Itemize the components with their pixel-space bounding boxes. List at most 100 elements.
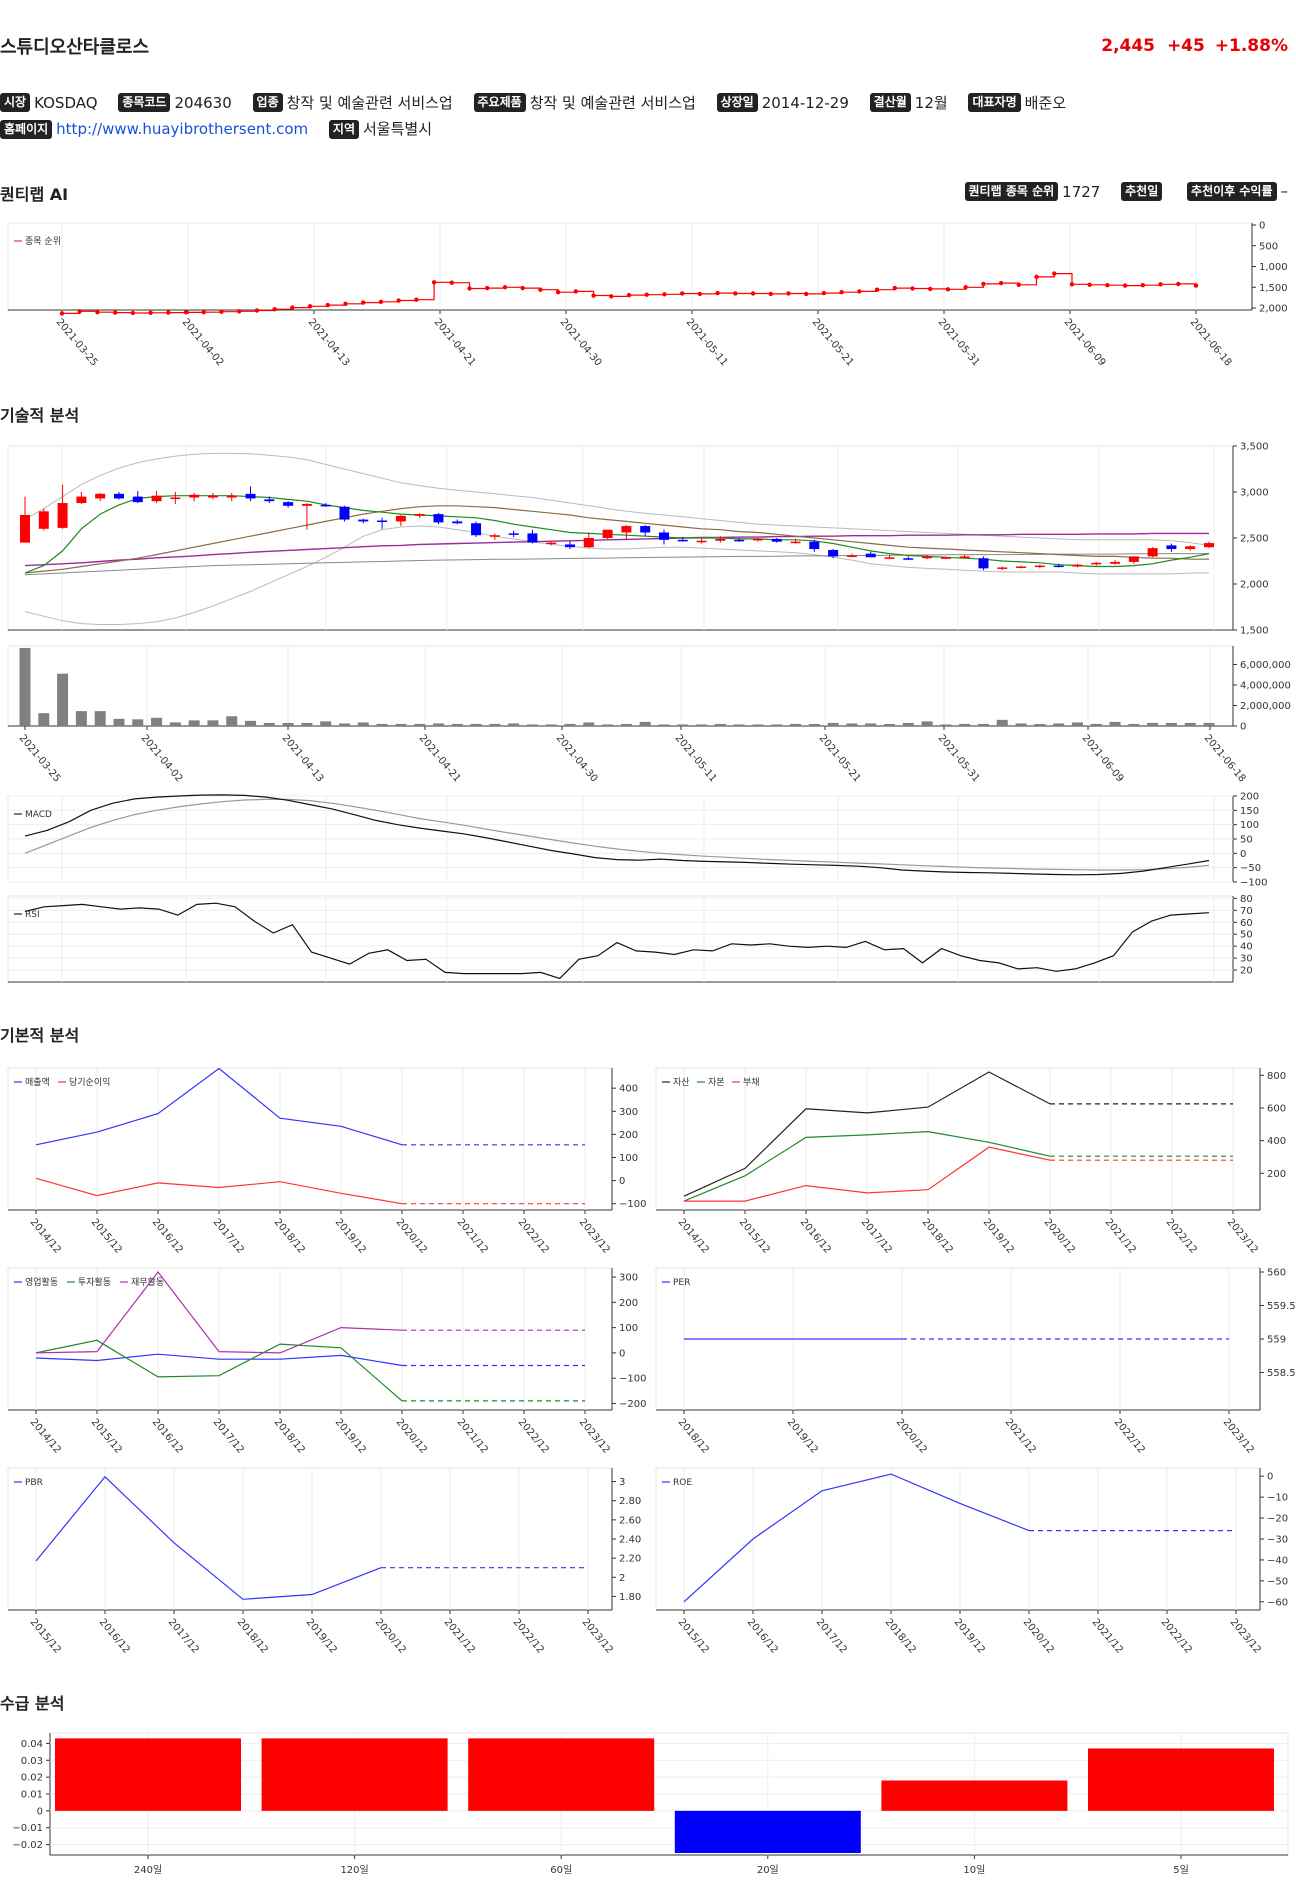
rank-point (361, 300, 366, 305)
y-tick-label: 1,000 (1259, 262, 1288, 273)
candle-body (696, 540, 707, 543)
volume-bar (583, 722, 595, 726)
candle-body (565, 544, 576, 548)
rank-point (59, 311, 65, 316)
candle-body (320, 504, 331, 507)
y-tick-label: 100 (619, 1323, 638, 1334)
plot-frame (7, 1267, 613, 1411)
series-line (35, 1353, 403, 1367)
series-line (35, 1067, 403, 1146)
x-tick-label: 2023/12 (577, 1417, 612, 1456)
rank-point (112, 310, 118, 315)
rank-point (166, 310, 171, 315)
volume-bar (865, 723, 877, 726)
x-tick-label: 2021/12 (1003, 1417, 1038, 1456)
x-tick-label: 2021/12 (455, 1217, 490, 1256)
x-tick-label: 2022/12 (516, 1217, 551, 1256)
candle-body (527, 533, 538, 543)
x-tick-label: 2021-05-21 (817, 733, 863, 785)
fiscal-tag: 결산월 (869, 93, 911, 112)
candle-body (790, 541, 801, 544)
y-tick-label: 30 (1240, 954, 1253, 965)
candle-body (978, 558, 989, 569)
volume-bar (1203, 722, 1215, 726)
y-tick-label: −30 (1267, 1535, 1288, 1546)
volume-bar (188, 720, 200, 726)
x-tick-label: 2019/12 (333, 1217, 368, 1256)
volume-bar (1015, 723, 1027, 726)
x-tick-label: 2022/12 (511, 1617, 546, 1656)
candle-body (113, 493, 124, 499)
candle-body (903, 558, 914, 560)
x-tick-label: 2016/12 (745, 1617, 780, 1656)
y-tick-label: 0 (1240, 849, 1246, 860)
volume-bar (132, 719, 144, 726)
homepage-link[interactable]: http://www.huayibrothersent.com (56, 120, 309, 138)
rank-point (803, 291, 809, 297)
volume-bar (1165, 722, 1177, 726)
x-tick-label: 2017/12 (211, 1217, 246, 1256)
market-tag: 시장 (0, 93, 31, 112)
x-tick-label: 2020/12 (894, 1417, 929, 1456)
x-tick-label: 2021-05-31 (936, 733, 982, 785)
volume-bar (677, 724, 689, 726)
candle-body (132, 496, 143, 503)
candle-body (452, 521, 463, 524)
x-tick-label: 2023/12 (577, 1217, 612, 1256)
volume-bar (282, 722, 294, 726)
candle-body (189, 494, 200, 498)
ceo-tag: 대표자명 (968, 93, 1021, 112)
rank-point (679, 291, 685, 296)
candlestick-chart: 1,500 2,000 2,500 3,000 3,500 (7, 442, 1269, 637)
y-tick-label: 200 (619, 1130, 638, 1141)
rank-point (272, 307, 277, 312)
rank-point (768, 291, 773, 297)
y-tick-label: 0 (619, 1348, 625, 1359)
legend-label: PER (673, 1278, 690, 1288)
legend-label: 당기순이익 (69, 1076, 110, 1088)
candle-body (997, 567, 1008, 569)
y-tick-label: 150 (1240, 806, 1259, 817)
rank-point (219, 309, 224, 314)
rank-point (449, 280, 455, 285)
legend-label: RSI (25, 910, 40, 920)
legend-label: 부채 (743, 1077, 760, 1088)
volume-bar (395, 723, 407, 726)
x-tick-label: 2019/12 (981, 1217, 1016, 1256)
plot-frame (7, 1067, 613, 1211)
volume-bar (57, 673, 69, 726)
legend-label: 매출액 (25, 1076, 50, 1088)
volume-bar (301, 722, 313, 726)
candle-body (1128, 556, 1139, 562)
volume-bar (357, 722, 369, 726)
rank-point (715, 290, 720, 296)
x-tick-label: 2022/12 (1159, 1617, 1194, 1656)
x-tick-label: 2021/12 (455, 1417, 490, 1456)
rank-point (609, 294, 614, 299)
x-tick-label: 2014/12 (28, 1417, 63, 1456)
y-tick-label: 3 (619, 1477, 625, 1488)
candle-body (151, 495, 162, 502)
x-tick-label: 2021-05-11 (673, 733, 719, 785)
y-tick-label: 2,000 (1240, 580, 1269, 591)
x-tick-label: 2021-06-18 (1202, 733, 1248, 785)
y-tick-label: 300 (619, 1107, 638, 1118)
y-tick-label: 558.50 (1267, 1368, 1296, 1379)
y-tick-label: 0 (1259, 221, 1265, 232)
candle-body (301, 503, 312, 506)
y-tick-label: −60 (1267, 1597, 1288, 1608)
candle-body (583, 538, 594, 548)
code-value: 204630 (174, 93, 232, 112)
y-tick-label: 2,000,000 (1240, 701, 1291, 712)
candle-body (1147, 548, 1158, 557)
rank-point (981, 281, 986, 287)
plot-frame (7, 895, 1234, 983)
rank-point (1016, 282, 1022, 287)
candle-body (170, 497, 181, 500)
x-tick-label: 2016/12 (798, 1217, 833, 1256)
x-tick-label: 2021-05-31 (936, 317, 982, 369)
assets-chart: 2014/12 2015/12 2016/12 2017/12 2018/12 2019/… (655, 1067, 1286, 1256)
volume-bar (996, 719, 1008, 726)
volume-bar (1184, 722, 1196, 726)
rank-point (1158, 282, 1163, 287)
